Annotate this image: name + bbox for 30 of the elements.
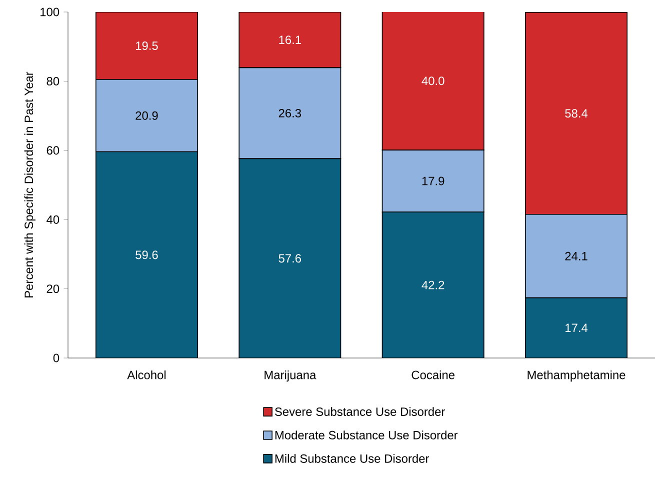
legend-label: Moderate Substance Use Disorder: [275, 430, 458, 440]
bar: [238, 158, 342, 358]
y-tick-label: 20: [46, 284, 60, 294]
data-label: 42.2: [422, 280, 444, 290]
x-tick-label: Marijuana: [264, 370, 316, 382]
y-tick-label: 60: [46, 146, 60, 155]
data-label: 40.0: [422, 76, 444, 86]
data-label: 17.9: [422, 176, 444, 186]
bar: [525, 297, 628, 358]
y-axis-title: Percent with Specific Disorder in Past Year: [24, 72, 36, 298]
data-label: 16.1: [279, 36, 301, 44]
data-label: 58.4: [565, 109, 588, 118]
data-label: 57.6: [278, 254, 302, 263]
data-label: 59.6: [136, 250, 158, 260]
data-label: 24.1: [565, 252, 588, 260]
data-label: 17.4: [566, 324, 588, 332]
x-tick-label: Alcohol: [127, 370, 166, 380]
x-tick-label: Cocaine: [412, 370, 454, 380]
data-label: 20.9: [136, 111, 158, 120]
bar: [96, 151, 198, 358]
bar: [382, 212, 484, 358]
data-label: 19.5: [136, 42, 158, 50]
y-tick-label: 80: [46, 76, 60, 86]
y-tick-label: 40: [46, 215, 60, 224]
y-tick-label: 0: [53, 354, 60, 362]
legend-label: Severe Substance Use Disorder: [275, 407, 445, 416]
data-label: 26.3: [278, 108, 302, 118]
x-tick-label: Methamphetamine: [528, 370, 626, 382]
y-tick-label: 100: [40, 8, 60, 16]
legend-label: Mild Substance Use Disorder: [275, 454, 430, 463]
